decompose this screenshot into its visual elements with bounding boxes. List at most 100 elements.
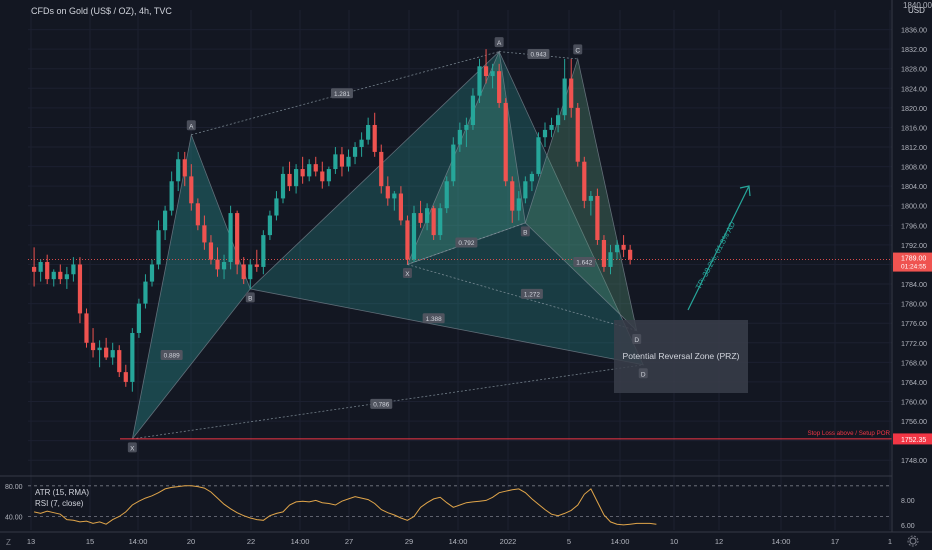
- candle[interactable]: [300, 156, 305, 184]
- candle[interactable]: [45, 254, 50, 285]
- candle[interactable]: [477, 58, 482, 103]
- candle[interactable]: [569, 58, 574, 118]
- rsi-indicator-label[interactable]: RSI (7, close): [35, 499, 84, 508]
- candle[interactable]: [104, 337, 109, 360]
- symbol-title[interactable]: CFDs on Gold (US$ / OZ), 4h, TVC: [31, 6, 172, 16]
- candle[interactable]: [84, 308, 89, 348]
- candle[interactable]: [163, 205, 168, 240]
- candle[interactable]: [483, 49, 489, 84]
- candle[interactable]: [307, 159, 312, 182]
- candle[interactable]: [516, 191, 521, 221]
- candle[interactable]: [359, 132, 364, 157]
- candle[interactable]: [97, 340, 102, 368]
- candle[interactable]: [503, 98, 508, 187]
- candle[interactable]: [444, 176, 449, 214]
- candle[interactable]: [254, 249, 259, 272]
- candle[interactable]: [582, 156, 587, 209]
- indicator-pane[interactable]: 80.00 40.00 8.00 6.00: [0, 475, 915, 530]
- candle[interactable]: [267, 210, 272, 240]
- candle[interactable]: [182, 151, 187, 187]
- candle[interactable]: [261, 230, 266, 275]
- candle[interactable]: [274, 191, 279, 221]
- candle[interactable]: [130, 328, 135, 392]
- candle[interactable]: [385, 176, 390, 206]
- candle[interactable]: [510, 176, 515, 223]
- candle[interactable]: [346, 149, 351, 172]
- candle[interactable]: [326, 166, 331, 187]
- candle[interactable]: [90, 328, 96, 358]
- candle[interactable]: [352, 142, 358, 165]
- candle[interactable]: [189, 164, 194, 211]
- candle[interactable]: [313, 156, 318, 177]
- candle[interactable]: [58, 264, 63, 285]
- candle[interactable]: [372, 112, 377, 157]
- candle[interactable]: [280, 166, 286, 204]
- candle[interactable]: [235, 210, 240, 275]
- candle[interactable]: [333, 147, 338, 174]
- candle[interactable]: [287, 161, 292, 192]
- candle[interactable]: [405, 215, 410, 265]
- candle[interactable]: [320, 161, 325, 189]
- candle[interactable]: [149, 259, 155, 287]
- candle[interactable]: [221, 254, 227, 280]
- candle[interactable]: [339, 147, 345, 177]
- candle[interactable]: [64, 266, 69, 289]
- candle[interactable]: [497, 63, 502, 108]
- candle[interactable]: [398, 186, 403, 226]
- candle[interactable]: [556, 107, 561, 133]
- candle[interactable]: [542, 122, 548, 148]
- candle[interactable]: [110, 342, 115, 365]
- candle[interactable]: [425, 203, 430, 231]
- candle[interactable]: [595, 188, 600, 245]
- candle[interactable]: [379, 144, 384, 194]
- candle[interactable]: [464, 117, 469, 148]
- candle[interactable]: [51, 269, 56, 287]
- candle[interactable]: [294, 164, 299, 194]
- candle[interactable]: [588, 191, 593, 216]
- candle[interactable]: [621, 235, 626, 258]
- candle[interactable]: [562, 58, 567, 121]
- candle[interactable]: [156, 220, 161, 270]
- candle[interactable]: [248, 259, 253, 289]
- candle[interactable]: [169, 171, 174, 216]
- z-icon[interactable]: Z: [6, 538, 11, 547]
- candle[interactable]: [470, 88, 476, 130]
- candle[interactable]: [451, 137, 456, 187]
- candle[interactable]: [215, 247, 220, 277]
- candle[interactable]: [202, 215, 207, 250]
- candle[interactable]: [614, 240, 620, 260]
- stop-price-badge[interactable]: 1752.35: [893, 433, 932, 445]
- candle[interactable]: [195, 198, 200, 231]
- candle[interactable]: [176, 151, 181, 192]
- candle[interactable]: [608, 244, 613, 275]
- candle[interactable]: [71, 257, 76, 282]
- candle[interactable]: [77, 257, 83, 324]
- candle[interactable]: [601, 235, 607, 272]
- candles[interactable]: [32, 49, 633, 392]
- candle[interactable]: [208, 235, 214, 265]
- candle[interactable]: [136, 298, 141, 338]
- price-axis[interactable]: 1748.001752.001756.001760.001764.001768.…: [891, 0, 932, 532]
- candle[interactable]: [490, 63, 495, 89]
- candle[interactable]: [418, 200, 423, 228]
- candle[interactable]: [431, 205, 436, 240]
- candle[interactable]: [523, 176, 528, 204]
- candle[interactable]: [32, 247, 37, 287]
- time-axis[interactable]: 13 15 14:00 20 22 14:00 27 29 14:00 2022 5 14:00 10 1…: [0, 531, 932, 546]
- candle[interactable]: [143, 274, 148, 309]
- candle[interactable]: [575, 102, 580, 167]
- candle[interactable]: [123, 364, 128, 387]
- candle[interactable]: [536, 132, 541, 177]
- candle[interactable]: [529, 171, 534, 192]
- candle[interactable]: [228, 205, 233, 270]
- candle[interactable]: [411, 205, 417, 263]
- candle[interactable]: [366, 117, 371, 145]
- candle[interactable]: [628, 244, 633, 265]
- candle[interactable]: [438, 203, 443, 240]
- atr-indicator-label[interactable]: ATR (15, RMA): [35, 488, 89, 497]
- candle[interactable]: [117, 345, 122, 378]
- candle[interactable]: [241, 257, 246, 285]
